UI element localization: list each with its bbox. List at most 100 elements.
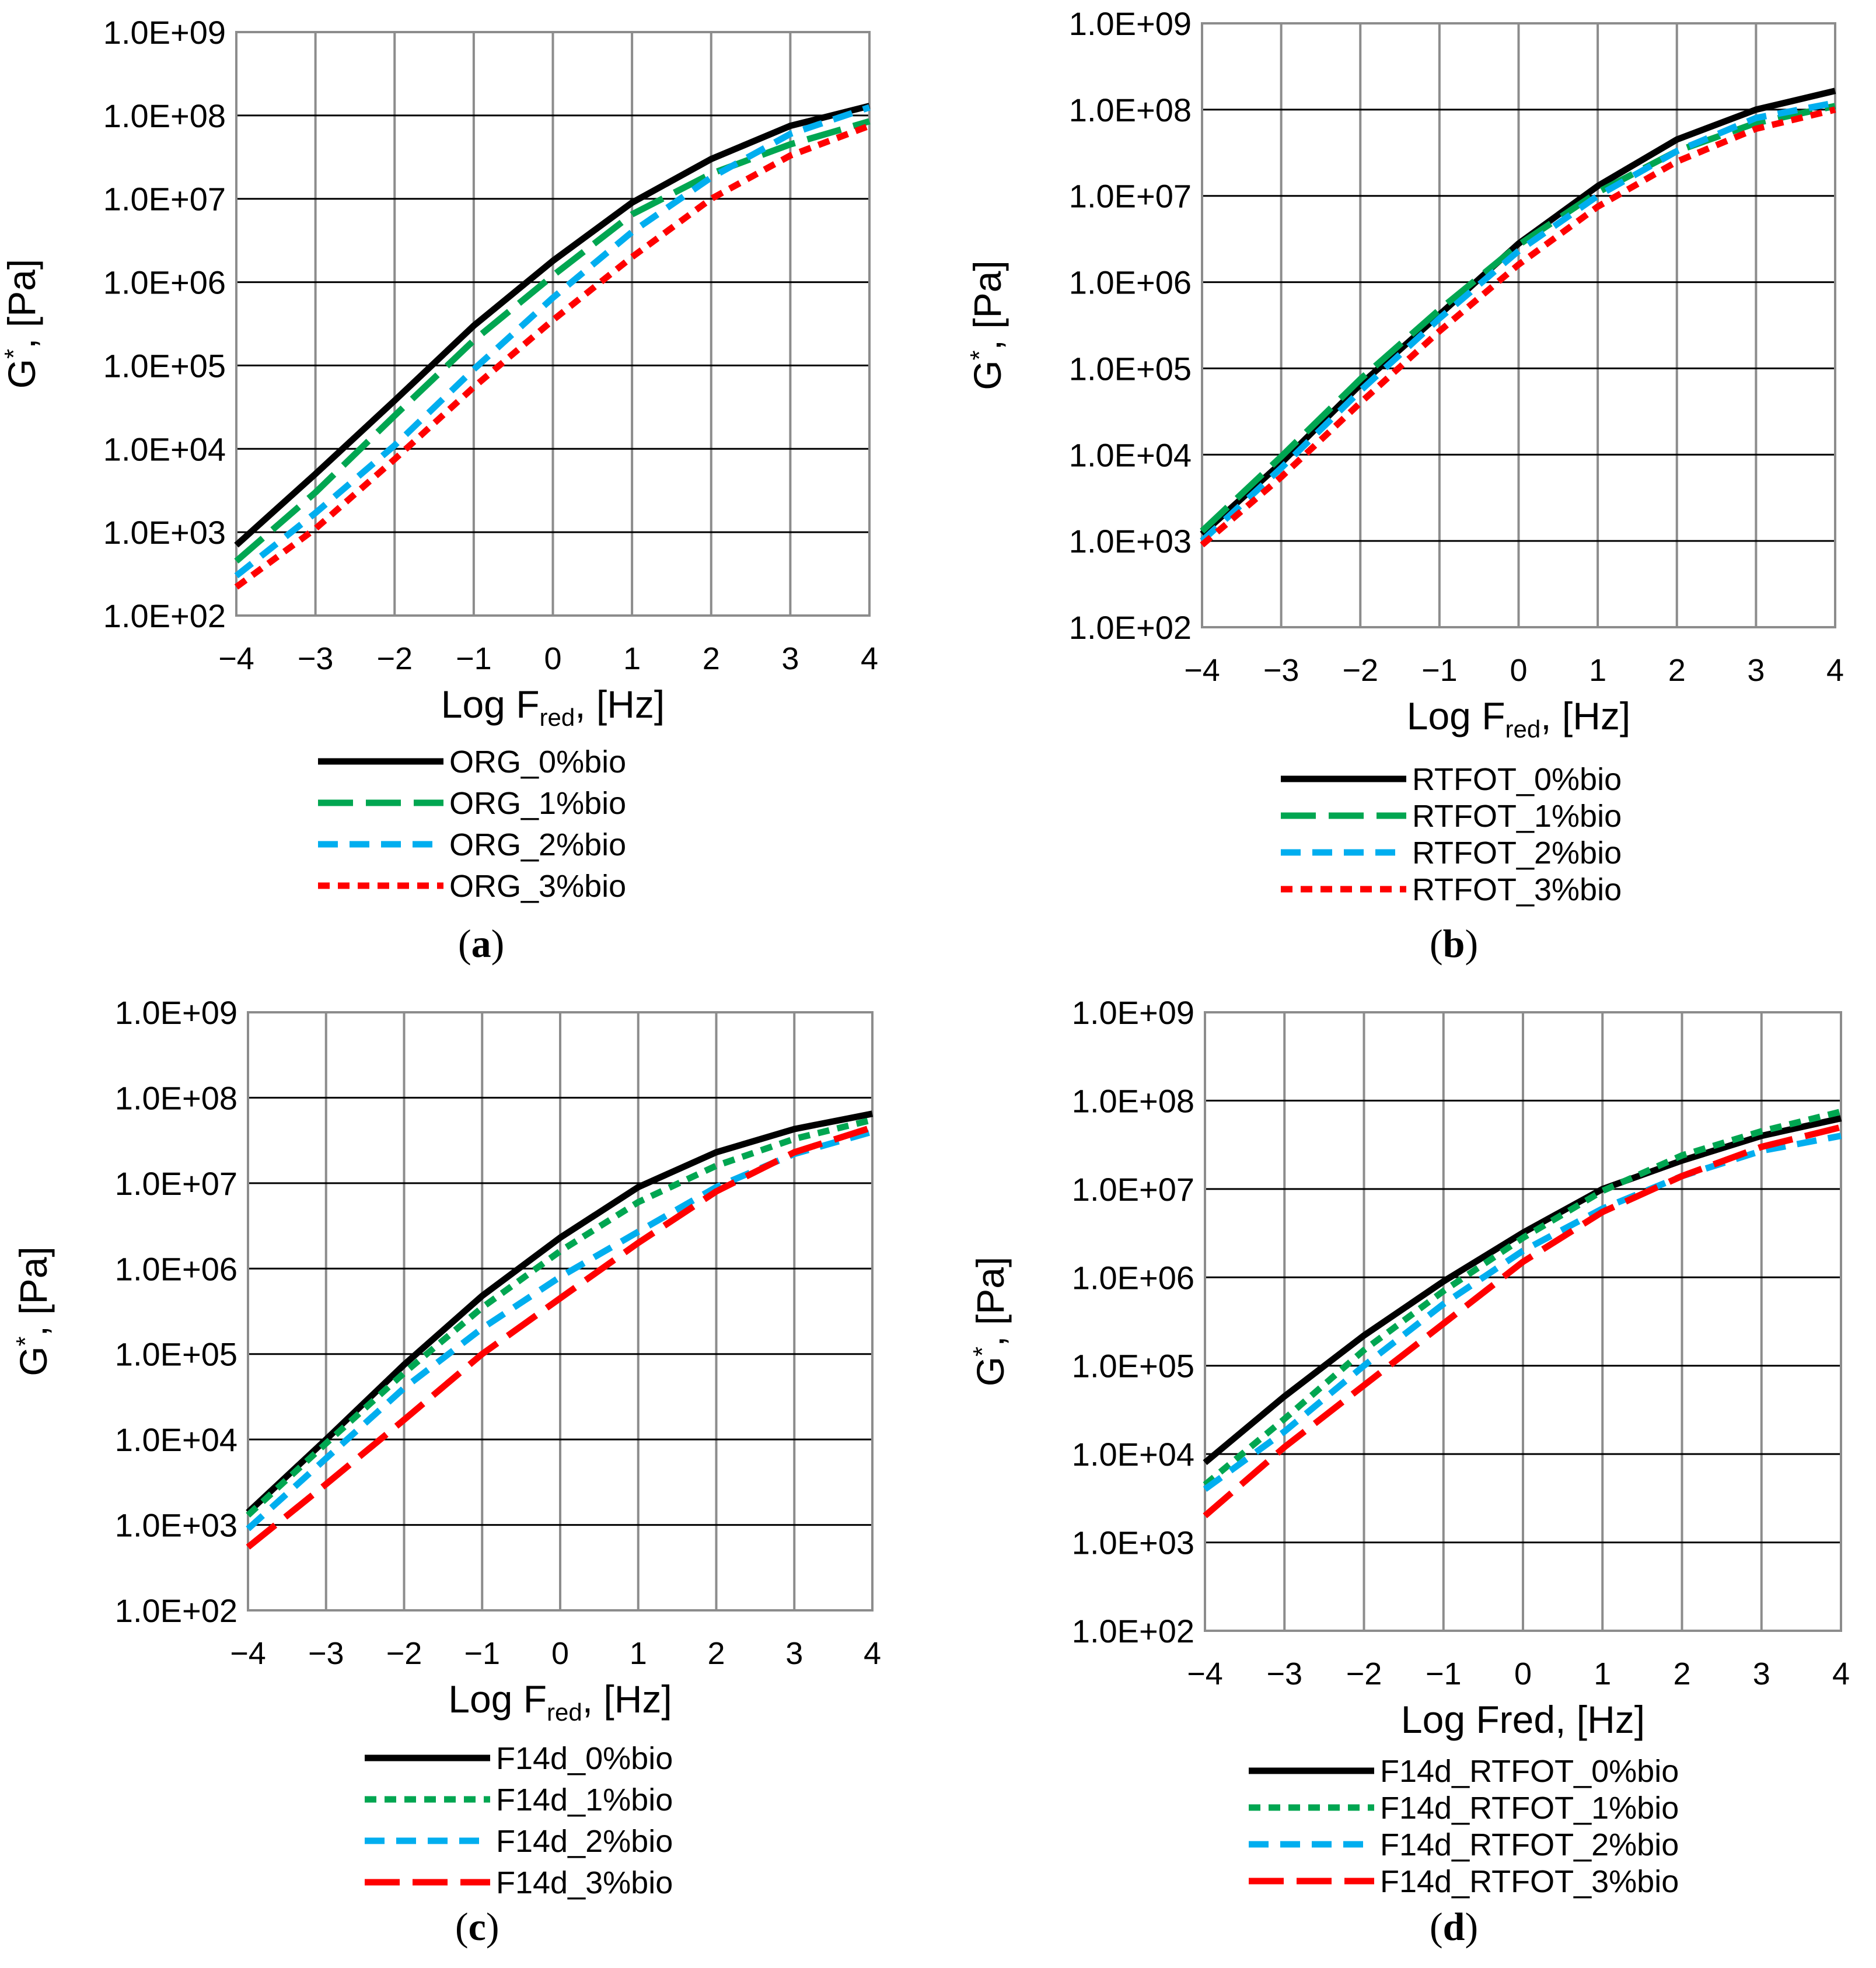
legend-label: RTFOT_1%bio: [1412, 799, 1622, 834]
series-line-1: [1203, 1108, 1842, 1487]
caption-letter: b: [1443, 921, 1465, 966]
series-line-0: [246, 1110, 874, 1515]
x-tick-label: −1: [1421, 653, 1458, 688]
legend-label: ORG_2%bio: [449, 827, 626, 862]
legend: F14d_0%bio F14d_1%bio F14d_2%bio F14d_3%bio: [365, 1741, 673, 1900]
caption-open: (: [1430, 1904, 1443, 1949]
panel-caption: (b): [1430, 921, 1478, 966]
caption-letter: c: [469, 1904, 486, 1949]
y-tick-label: 1.0E+06: [103, 264, 226, 301]
y-axis-label-tail: , [Pa]: [966, 260, 1009, 350]
x-tick-label: 1: [1589, 653, 1606, 688]
legend-label: F14d_RTFOT_2%bio: [1380, 1827, 1679, 1862]
x-tick-label: −4: [218, 641, 254, 676]
y-tick-label: 1.0E+02: [103, 597, 226, 634]
y-tick-label: 1.0E+09: [1072, 994, 1194, 1031]
panel-caption: (c): [455, 1904, 499, 1949]
x-tick-label: −3: [1263, 653, 1299, 688]
x-tick-label: 0: [1514, 1656, 1532, 1691]
x-axis-label: Log Fred, [Hz]: [1401, 1698, 1645, 1741]
caption-open: (: [458, 921, 471, 966]
y-axis-label: G*, [Pa]: [965, 260, 1009, 390]
y-tick-label: 1.0E+07: [103, 181, 226, 218]
y-tick-label: 1.0E+06: [115, 1250, 237, 1287]
y-tick-label: 1.0E+06: [1072, 1259, 1194, 1296]
y-tick-label: 1.0E+02: [1072, 1613, 1194, 1649]
legend-label: ORG_1%bio: [449, 786, 626, 821]
x-axis-label: Log Fred, [Hz]: [441, 683, 665, 731]
y-tick-label: 1.0E+06: [1069, 264, 1192, 301]
y-tick-label: 1.0E+07: [1072, 1171, 1194, 1208]
y-axis-label: G*, [Pa]: [0, 259, 43, 389]
plot-area-border: [1204, 1011, 1842, 1632]
legend-label: RTFOT_2%bio: [1412, 836, 1622, 871]
y-tick-label: 1.0E+05: [1069, 350, 1192, 387]
y-axis-label-main: G: [12, 1346, 55, 1376]
y-tick-label: 1.0E+04: [1069, 436, 1192, 473]
series-line-3: [1203, 1124, 1842, 1519]
y-tick-label: 1.0E+08: [1072, 1082, 1194, 1119]
legend: ORG_0%bio ORG_1%bio ORG_2%bio ORG_3%bio: [318, 744, 626, 904]
series-line-0: [1200, 88, 1836, 537]
caption-close: ): [1465, 1904, 1478, 1949]
y-tick-label: 1.0E+09: [1069, 5, 1192, 42]
y-tick-label: 1.0E+08: [115, 1079, 237, 1116]
y-tick-label: 1.0E+05: [1072, 1348, 1194, 1385]
legend-label: ORG_0%bio: [449, 744, 626, 779]
x-tick-label: −1: [456, 641, 492, 676]
legend-label: F14d_RTFOT_0%bio: [1380, 1754, 1679, 1789]
x-axis-label-main: Log Fred, [Hz]: [1401, 1698, 1645, 1741]
y-tick-label: 1.0E+08: [103, 97, 226, 134]
chart-panel-a: −4 −3 −2 −1 0 1 2 3 4 1.0E+02 1.0E+03 1.0E+04 1.0E+0…: [0, 14, 878, 966]
caption-open: (: [1430, 921, 1443, 966]
plot-area-border: [235, 31, 871, 617]
y-tick-label: 1.0E+03: [1072, 1525, 1194, 1561]
x-tick-label: −2: [386, 1636, 422, 1671]
panel-caption: (d): [1430, 1904, 1478, 1949]
panel-caption: (a): [458, 921, 504, 966]
series-line-2: [234, 104, 871, 579]
legend: RTFOT_0%bioRTFOT_1%bioRTFOT_2%bioRTFOT_3…: [1281, 762, 1622, 907]
y-axis-label-sup: *: [11, 1336, 40, 1346]
x-tick-label: 1: [630, 1636, 647, 1671]
y-tick-label: 1.0E+05: [115, 1336, 237, 1373]
y-tick-label: 1.0E+02: [115, 1592, 237, 1629]
y-tick-label: 1.0E+08: [1069, 92, 1192, 128]
y-axis-label-main: G: [966, 360, 1009, 390]
x-tick-label: −2: [1346, 1656, 1382, 1691]
x-tick-label: 4: [861, 641, 878, 676]
x-tick-label: 0: [551, 1636, 569, 1671]
x-tick-label: −4: [1184, 653, 1220, 688]
caption-letter: a: [471, 921, 491, 966]
caption-open: (: [455, 1904, 469, 1949]
legend-label: F14d_3%bio: [496, 1865, 673, 1900]
chart-panel-c: −4 −3 −2 −1 0 1 2 3 4 1.0E+02 1.0E+03 1.0E+04 1.0E+0…: [11, 994, 881, 1949]
x-tick-label: 4: [1826, 653, 1844, 688]
x-tick-label: 2: [707, 1636, 725, 1671]
x-axis-label-main: Log F: [441, 683, 540, 726]
plot-area-border: [247, 1011, 874, 1612]
plot-area-border: [1201, 22, 1836, 628]
x-axis-label-tail: , [Hz]: [582, 1677, 672, 1721]
x-tick-label: 3: [785, 1636, 803, 1671]
x-tick-label: −4: [1187, 1656, 1223, 1691]
x-tick-label: −3: [1266, 1656, 1302, 1691]
y-tick-label: 1.0E+04: [115, 1421, 237, 1458]
legend-label: RTFOT_3%bio: [1412, 872, 1622, 907]
series-line-2: [1203, 1132, 1842, 1492]
x-axis-label-tail: , [Hz]: [575, 683, 665, 726]
y-tick-label: 1.0E+03: [1069, 523, 1192, 560]
y-tick-label: 1.0E+07: [115, 1165, 237, 1202]
y-axis-label: G*, [Pa]: [968, 1257, 1012, 1387]
x-tick-label: 2: [1673, 1656, 1690, 1691]
x-axis-label-sub: red: [547, 1698, 582, 1726]
y-tick-label: 1.0E+09: [103, 14, 226, 51]
x-axis-label-tail: , [Hz]: [1540, 694, 1630, 737]
series-line-1: [234, 118, 871, 564]
y-axis-label-main: G: [0, 359, 43, 389]
y-axis-label-sup: *: [965, 350, 994, 360]
chart-panel-d: −4 −3 −2 −1 0 1 2 3 4 1.0E+02 1.0E+03 1.0E+04 1.0E+0…: [968, 994, 1850, 1949]
x-tick-label: 3: [781, 641, 799, 676]
y-tick-label: 1.0E+03: [115, 1507, 237, 1544]
